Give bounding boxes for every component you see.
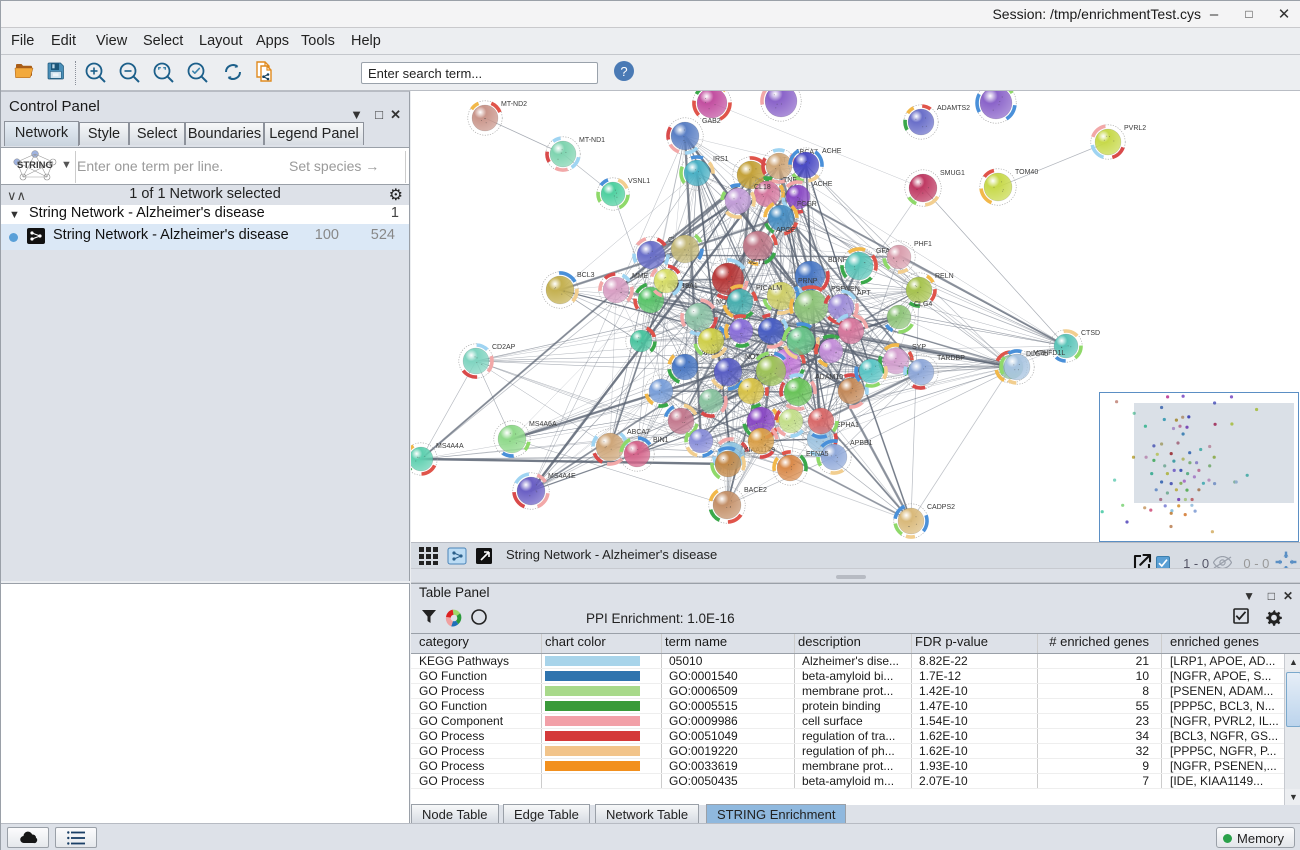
svg-text:CTSD: CTSD bbox=[1081, 330, 1100, 337]
svg-text:PHF1: PHF1 bbox=[914, 241, 932, 248]
svg-text:ACHE: ACHE bbox=[813, 181, 833, 188]
svg-text:IRS1: IRS1 bbox=[713, 156, 729, 163]
svg-text:TOM40: TOM40 bbox=[1015, 169, 1038, 176]
svg-text:MT-ND2: MT-ND2 bbox=[501, 101, 527, 108]
svg-text:BDNF: BDNF bbox=[828, 257, 847, 264]
svg-text:MME: MME bbox=[632, 273, 649, 280]
svg-text:NCT1: NCT1 bbox=[747, 259, 765, 266]
svg-text:STRING: STRING bbox=[17, 160, 53, 171]
svg-text:?: ? bbox=[620, 64, 627, 79]
svg-text:GAB2: GAB2 bbox=[702, 118, 721, 125]
svg-text:ABCA7: ABCA7 bbox=[627, 429, 650, 436]
svg-text:MS4A4A: MS4A4A bbox=[436, 443, 464, 450]
svg-text:ADAM10: ADAM10 bbox=[815, 374, 843, 381]
svg-text:CADPS2: CADPS2 bbox=[927, 504, 955, 511]
svg-text:TARDBP: TARDBP bbox=[937, 355, 965, 362]
svg-text:PRNP: PRNP bbox=[798, 278, 818, 285]
svg-text:RELN: RELN bbox=[935, 273, 954, 280]
svg-text:MS4A6A: MS4A6A bbox=[529, 421, 557, 428]
svg-text:PICALM: PICALM bbox=[756, 285, 782, 292]
svg-text:CD2AP: CD2AP bbox=[492, 344, 516, 351]
svg-text:ACHE: ACHE bbox=[822, 148, 842, 155]
svg-text:PVRL2: PVRL2 bbox=[1124, 125, 1146, 132]
svg-text:APT: APT bbox=[857, 290, 871, 297]
svg-text:MTHFD1L: MTHFD1L bbox=[1033, 350, 1065, 357]
svg-text:APBB1: APBB1 bbox=[850, 440, 873, 447]
svg-text:EPHA1: EPHA1 bbox=[836, 422, 859, 429]
svg-text:FCGR: FCGR bbox=[797, 201, 817, 208]
svg-text:BCL3: BCL3 bbox=[577, 272, 595, 279]
svg-text:MS4A4E: MS4A4E bbox=[548, 473, 576, 480]
svg-text:VSNL1: VSNL1 bbox=[628, 178, 650, 185]
svg-text:CLG4: CLG4 bbox=[914, 301, 932, 308]
svg-text:ADAMTS2: ADAMTS2 bbox=[937, 105, 970, 112]
svg-text:APOE: APOE bbox=[776, 227, 796, 234]
svg-text:CL18: CL18 bbox=[754, 184, 771, 191]
svg-text:BIN1: BIN1 bbox=[653, 437, 669, 444]
svg-text:MT-ND1: MT-ND1 bbox=[579, 137, 605, 144]
svg-text:BACE2: BACE2 bbox=[744, 487, 767, 494]
svg-text:EFNA5: EFNA5 bbox=[806, 451, 829, 458]
svg-text:SYP: SYP bbox=[912, 344, 926, 351]
svg-text:SMUG1: SMUG1 bbox=[940, 170, 965, 177]
